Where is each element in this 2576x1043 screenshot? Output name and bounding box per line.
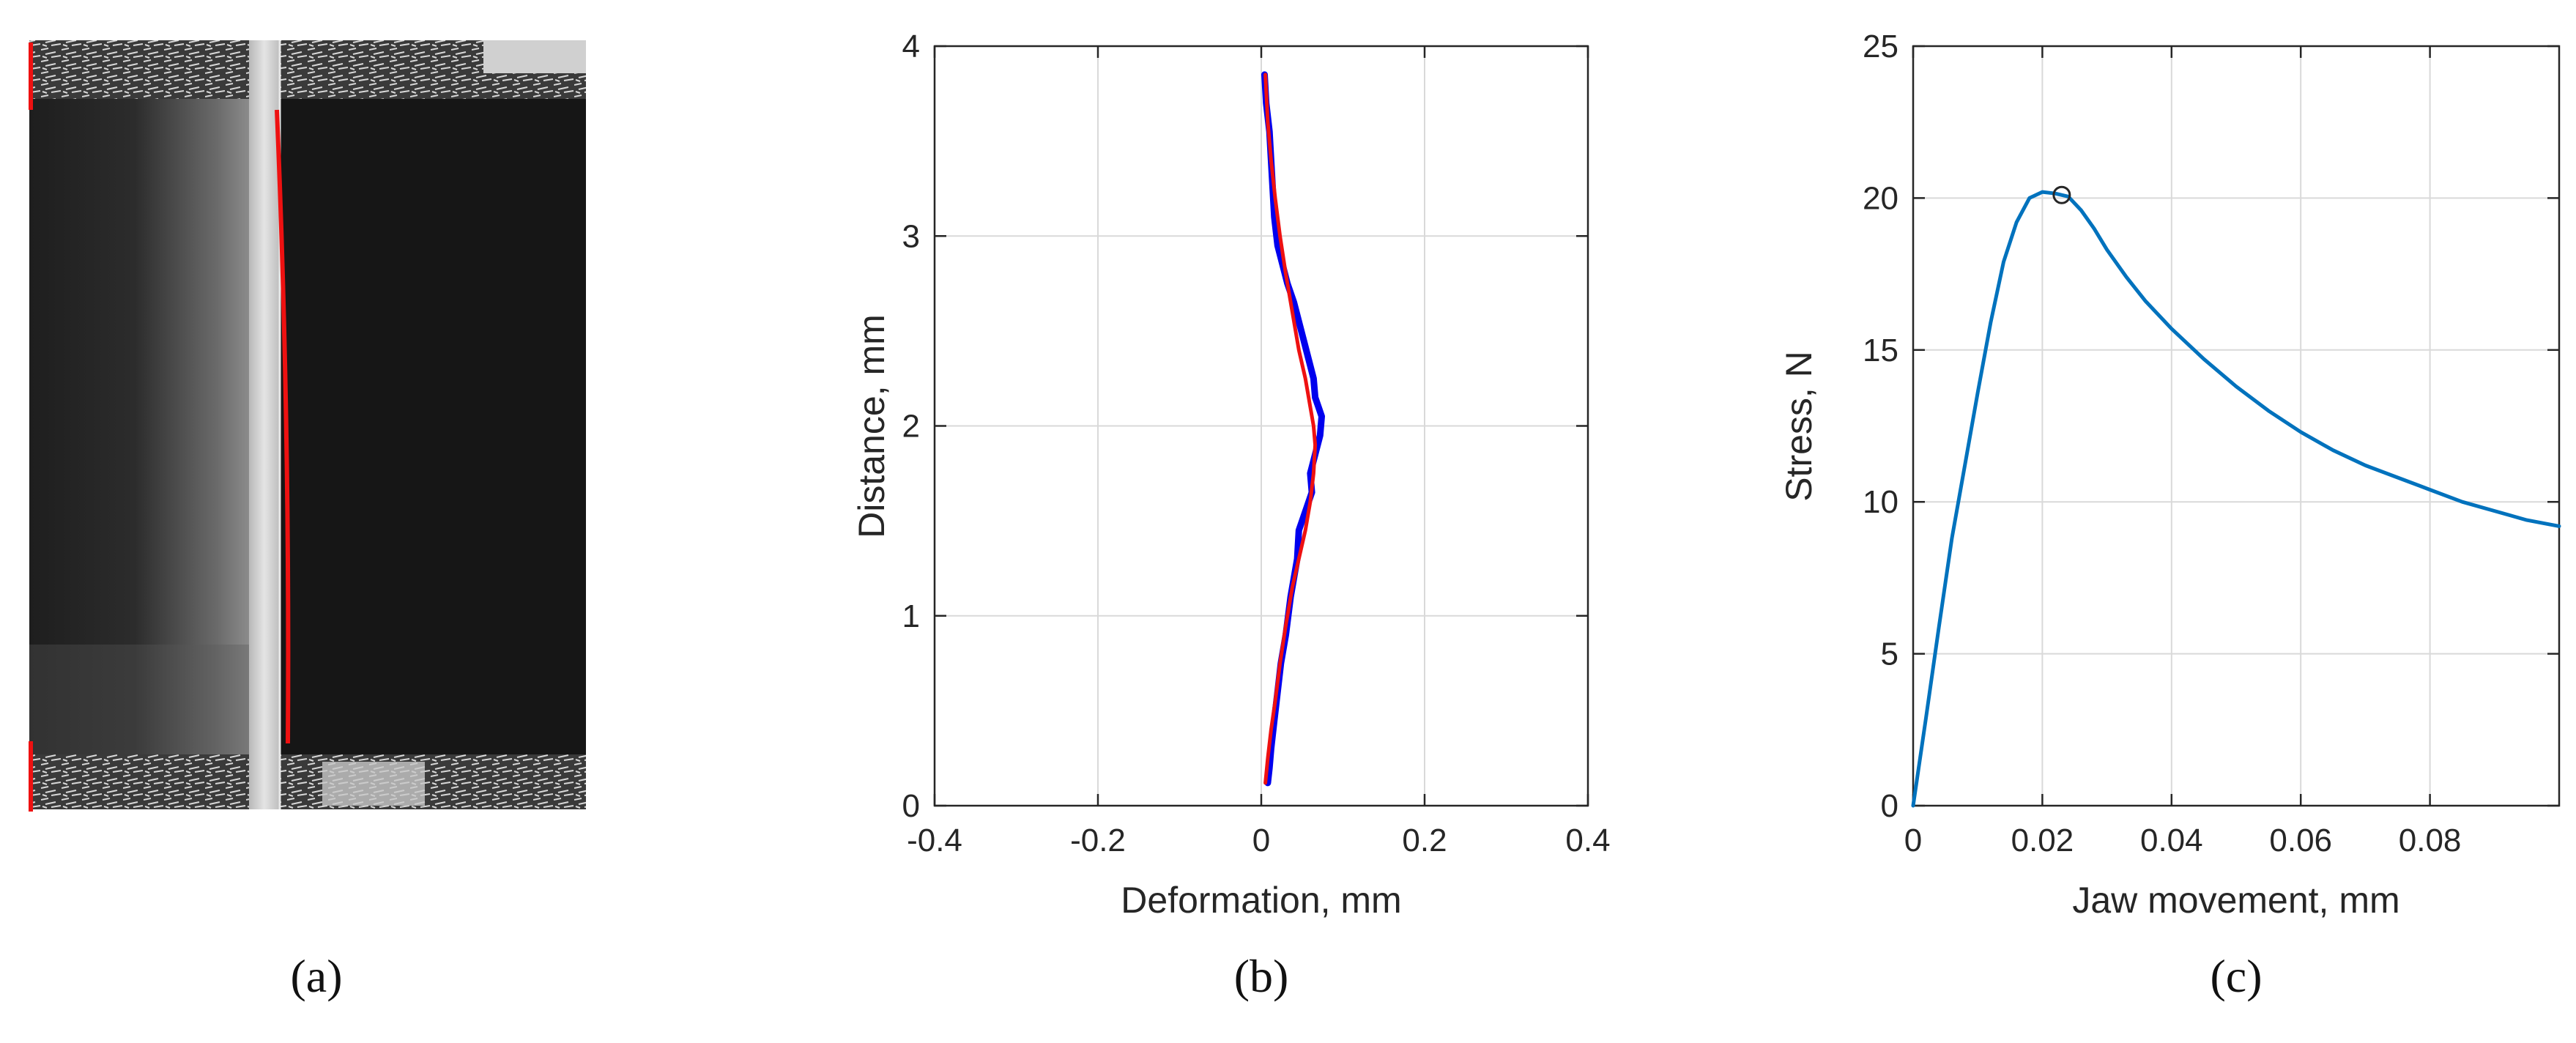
stress-grid: [1912, 45, 2559, 806]
stress-x-tick-label: 0.08: [2399, 823, 2462, 858]
stress-y-tick-label: 5: [1881, 636, 1898, 672]
stress-y-tick-label: 0: [1881, 788, 1898, 824]
stress-chart: 0 0.02 0.04 0.06 0.08 0 5 10 15 20 25 Jaw movement…: [1778, 29, 2561, 921]
stress-y-tick-label: 20: [1863, 180, 1898, 216]
panel-caption-b: (b): [1233, 950, 1289, 1002]
stress-x-tick-label: 0: [1904, 823, 1922, 858]
panel-caption-a: (a): [290, 950, 343, 1002]
deformation-x-tick-label: 0.4: [1565, 823, 1610, 858]
stress-x-tick-label: 0.02: [2011, 823, 2074, 858]
deformation-y-tick-label: 0: [902, 788, 920, 824]
stress-x-tick-label: 0.04: [2140, 823, 2203, 858]
stress-ticks: 0 0.02 0.04 0.06 0.08 0 5 10 15 20 25: [1863, 29, 2559, 858]
stress-x-axis-label: Jaw movement, mm: [2072, 880, 2399, 921]
specimen-edge-trace: [275, 109, 291, 744]
stress-plot-frame: [1912, 45, 2561, 807]
stress-series-line-0: [1911, 190, 2561, 808]
stress-x-tick-label: 0.06: [2269, 823, 2332, 858]
deformation-x-tick-label: 0: [1252, 823, 1270, 858]
deformation-y-tick-label: 1: [902, 598, 920, 634]
deformation-y-tick-label: 3: [902, 218, 920, 254]
stress-y-axis-label: Stress, N: [1778, 351, 1819, 502]
deformation-grid: [934, 45, 1589, 806]
stress-series: [1911, 185, 2561, 808]
specimen-photo: [29, 40, 586, 812]
deformation-series-line-1: [1263, 73, 1318, 785]
deformation-x-tick-label: 0.2: [1402, 823, 1447, 858]
stress-y-tick-label: 25: [1863, 29, 1898, 64]
deformation-ticks: -0.4 -0.2 0 0.2 0.4 0 1 2 3 4: [902, 29, 1611, 858]
deformation-y-tick-label: 4: [902, 29, 920, 64]
stress-peak-marker: [2052, 185, 2071, 204]
stress-y-tick-label: 10: [1863, 484, 1898, 520]
deformation-x-axis-label: Deformation, mm: [1121, 880, 1401, 921]
deformation-y-axis-label: Distance, mm: [851, 314, 892, 538]
panel-caption-c: (c): [2210, 950, 2263, 1002]
deformation-y-tick-label: 2: [902, 409, 920, 445]
stress-y-tick-label: 15: [1863, 333, 1898, 368]
deformation-chart: -0.4 -0.2 0 0.2 0.4 0 1 2 3 4 Deformation, mm Dis…: [851, 29, 1611, 921]
deformation-series: [1261, 71, 1325, 787]
deformation-x-tick-label: -0.4: [907, 823, 962, 858]
deformation-x-tick-label: -0.2: [1070, 823, 1126, 858]
